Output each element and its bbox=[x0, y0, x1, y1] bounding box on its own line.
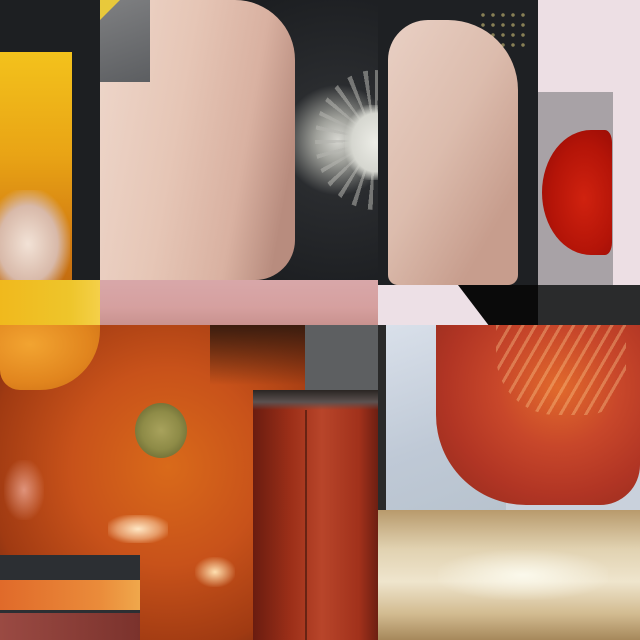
black-wedge bbox=[458, 285, 538, 325]
cream-blur-tile bbox=[378, 510, 640, 640]
finger-tile bbox=[378, 0, 538, 285]
tomato-highlight bbox=[4, 460, 44, 520]
gray-swatch-tile bbox=[100, 0, 150, 82]
tomato-closeup-tile bbox=[253, 390, 378, 640]
upper-tomato bbox=[0, 325, 100, 390]
maroon-bar bbox=[0, 613, 140, 640]
tomato-highlight bbox=[108, 515, 168, 543]
gray-swatch-tile bbox=[305, 325, 378, 393]
orange-bar bbox=[0, 580, 140, 610]
yellow-corner bbox=[100, 0, 120, 20]
tomato-wrinkles bbox=[496, 325, 626, 415]
dark-bars-tile bbox=[0, 555, 140, 640]
dark-stripe bbox=[253, 390, 378, 410]
black-strip bbox=[538, 285, 640, 325]
dark-shadow bbox=[210, 325, 305, 385]
yellow-fruit-tile bbox=[0, 0, 100, 325]
wrinkled-tomato-tile bbox=[386, 325, 640, 510]
wrinkled-tomato bbox=[436, 325, 640, 505]
pink-band-tile bbox=[100, 280, 378, 325]
red-tomato-tile bbox=[538, 0, 640, 325]
tomato-highlight bbox=[195, 557, 235, 587]
yellow-band bbox=[0, 280, 100, 325]
split-line bbox=[305, 410, 307, 640]
pale-patch-tile bbox=[378, 285, 538, 325]
finger-tips bbox=[0, 190, 70, 280]
red-tomato bbox=[542, 130, 612, 255]
tomato-calyx bbox=[135, 403, 187, 458]
dark-divider bbox=[378, 325, 386, 640]
cream-highlight bbox=[438, 550, 608, 600]
light-glow bbox=[345, 105, 380, 180]
finger bbox=[388, 20, 518, 285]
